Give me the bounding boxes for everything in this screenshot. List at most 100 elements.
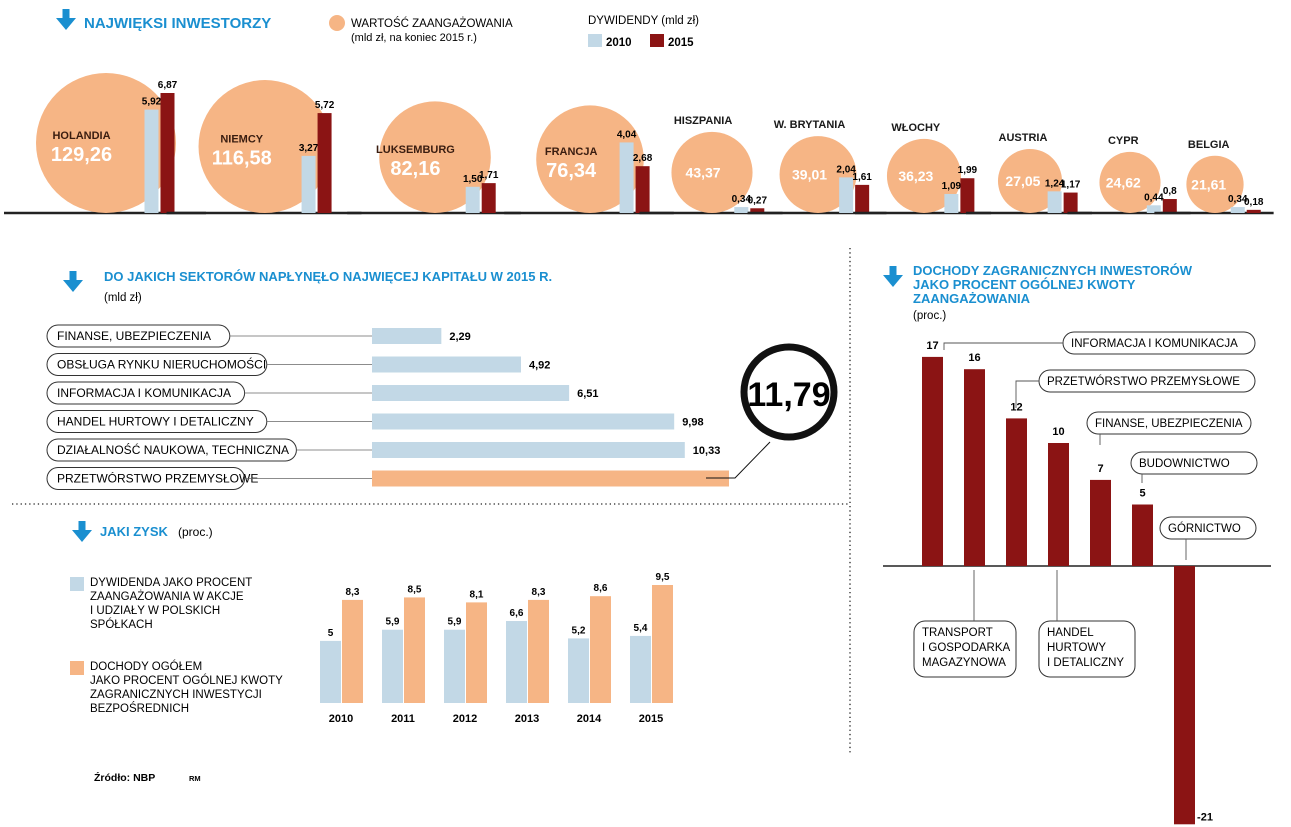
highlight-ring: [740, 343, 838, 441]
income-chart: 17 INFORMACJA I KOMUNIKACJA 16 TRANSPORT I G…: [883, 331, 1271, 825]
investor-4: HISZPANIA 43,37 0,340,27: [639, 115, 783, 215]
income-bar-group-2: 12 PRZETWÓRSTWO PRZEMYSŁOWE: [1006, 369, 1256, 566]
profit-unit: (proc.): [178, 525, 213, 539]
dividend-bar-2015: [1162, 199, 1177, 213]
investment-circle: [997, 148, 1063, 213]
highlight-value: 11,79: [747, 376, 830, 414]
callout-pointer: [943, 342, 1063, 350]
dividend-bar-2010: [144, 109, 159, 213]
legend-circle-swatch: [329, 15, 345, 31]
callout-label: HANDEL: [1047, 627, 1094, 639]
dividend-bar-2015: [635, 166, 650, 213]
dividend-label-2015: 0,18: [1244, 197, 1264, 208]
income-bar: [1090, 479, 1111, 566]
country-label: NIEMCY: [220, 134, 263, 146]
investor-7: AUSTRIA 27,05 1,241,17: [965, 132, 1093, 215]
income-value: -21: [1197, 811, 1213, 823]
country-label: LUKSEMBURG: [376, 144, 455, 156]
sector-bar: [372, 385, 570, 401]
dividend-label-2015: 6,87: [158, 80, 178, 91]
dividend-label-2015: 1,71: [479, 170, 499, 181]
income-value: 16: [968, 352, 980, 364]
legend-circle-sublabel: (mld zł, na koniec 2015 r.): [351, 32, 477, 44]
dividend-bar-2015: [1063, 192, 1078, 213]
investor-5: W. BRYTANIA 39,01 2,041,61: [747, 119, 887, 215]
investors-chart: HOLANDIA 129,26 5,92 6,87 NIEMCY 116,58 3,27 5,…: [4, 73, 1274, 215]
dividend-label-2010: 2,04: [836, 164, 856, 175]
investor-1: NIEMCY 116,58 3,27 5,72: [166, 80, 362, 215]
legend-dividends-label: DYWIDENDY (mld zł): [588, 15, 699, 27]
dividend-label-2010: 3,27: [299, 143, 319, 154]
income-bar: [1132, 504, 1153, 566]
investment-circle: [36, 73, 176, 213]
dividend-label-2010: 0,44: [1144, 192, 1164, 203]
dividend-bar-2010: [301, 155, 316, 213]
dividend-bar-2010: [1047, 191, 1062, 213]
income-value: 5: [1139, 488, 1145, 500]
sector-label: INFORMACJA I KOMUNIKACJA: [57, 386, 231, 400]
profit-header: JAKI ZYSK (proc.): [72, 521, 213, 542]
income-percent-bar: [652, 585, 673, 703]
sector-row-4: DZIAŁALNOŚĆ NAUKOWA, TECHNICZNA 10,33: [46, 438, 720, 462]
sector-value: 2,29: [449, 331, 470, 343]
dividend-label-2010: 1,50: [463, 174, 483, 185]
sector-bar: [372, 442, 685, 458]
income-value: 12: [1010, 401, 1022, 413]
sector-value: 6,51: [577, 388, 598, 400]
income-percent-bar: [342, 599, 363, 703]
dividend-bar-2015: [317, 113, 332, 213]
dividend-bar-2010: [619, 142, 634, 213]
income-bar: [1048, 443, 1069, 566]
profit-group-2015: 5,4 9,5 2015: [630, 572, 673, 725]
year-label: 2015: [639, 713, 663, 725]
investors-header: NAJWIĘKSI INWESTORZY WARTOŚĆ ZAANGAŻOWAN…: [56, 9, 699, 49]
country-label: BELGIA: [1188, 139, 1230, 151]
profit-group-2012: 5,9 8,1 2012: [444, 589, 487, 725]
legend-dividend-text: DYWIDENDA JAKO PROCENT ZAANGAŻOWANIA W A…: [90, 577, 255, 631]
profit-value-label: 5: [328, 628, 334, 639]
profit-group-2010: 5 8,3 2010: [320, 587, 363, 725]
dividend-percent-bar: [444, 629, 465, 703]
income-percent-bar: [528, 599, 549, 703]
sectors-unit: (mld zł): [104, 292, 142, 304]
dividend-percent-bar: [382, 629, 403, 703]
dividend-bar-2015: [855, 184, 870, 213]
callout-label: BUDOWNICTWO: [1139, 458, 1230, 470]
income-bar-group-6: -21 GÓRNICTWO: [1159, 516, 1257, 825]
profit-legend: DYWIDENDA JAKO PROCENT ZAANGAŻOWANIA W A…: [70, 577, 283, 715]
sector-label: OBSŁUGA RYNKU NIERUCHOMOŚCI: [57, 357, 266, 372]
investor-0: HOLANDIA 129,26 5,92 6,87: [4, 73, 206, 215]
profit-value-label: 8,1: [470, 589, 484, 600]
sector-bar: [372, 470, 729, 487]
income-bar-group-4: 7 FINANSE, UBEZPIECZENIA: [1086, 411, 1252, 566]
down-arrow-icon: [56, 9, 76, 30]
author-initials: RM: [189, 774, 201, 783]
callout-box: [1038, 620, 1136, 678]
profit-value-label: 8,5: [408, 584, 422, 595]
investor-6: WŁOCHY 36,23 1,09 1,99: [854, 122, 992, 215]
investment-value: 116,58: [212, 148, 272, 170]
profit-group-2014: 5,2 8,6 2014: [568, 583, 611, 725]
investor-2: LUKSEMBURG 82,16 1,501,71: [347, 101, 521, 215]
investor-9: BELGIA 21,610,340,18: [1154, 139, 1274, 215]
investment-circle: [886, 138, 962, 213]
investment-circle: [1186, 155, 1244, 213]
sector-row-5: PRZETWÓRSTWO PRZEMYSŁOWE: [46, 467, 729, 490]
profit-value-label: 5,2: [572, 625, 586, 636]
dividend-bar-2010: [1146, 205, 1161, 213]
profit-value-label: 8,3: [532, 587, 546, 598]
dividend-label-2015: 1,99: [958, 165, 978, 176]
down-arrow-icon: [63, 271, 83, 292]
legend-2010-swatch: [588, 34, 602, 47]
profit-value-label: 8,6: [594, 583, 608, 594]
dividend-label-2010: 1,24: [1045, 178, 1065, 189]
dividend-label-2015: 0,27: [748, 195, 768, 206]
investment-value: 24,62: [1106, 174, 1141, 190]
investment-value: 27,05: [1005, 173, 1040, 189]
dividend-bar-2010: [465, 186, 480, 213]
country-label: HOLANDIA: [52, 130, 110, 142]
investor-8: CYPR 24,620,440,8: [1067, 135, 1191, 215]
legend-2015-label: 2015: [668, 37, 694, 49]
profit-group-2011: 5,9 8,5 2011: [382, 584, 425, 725]
